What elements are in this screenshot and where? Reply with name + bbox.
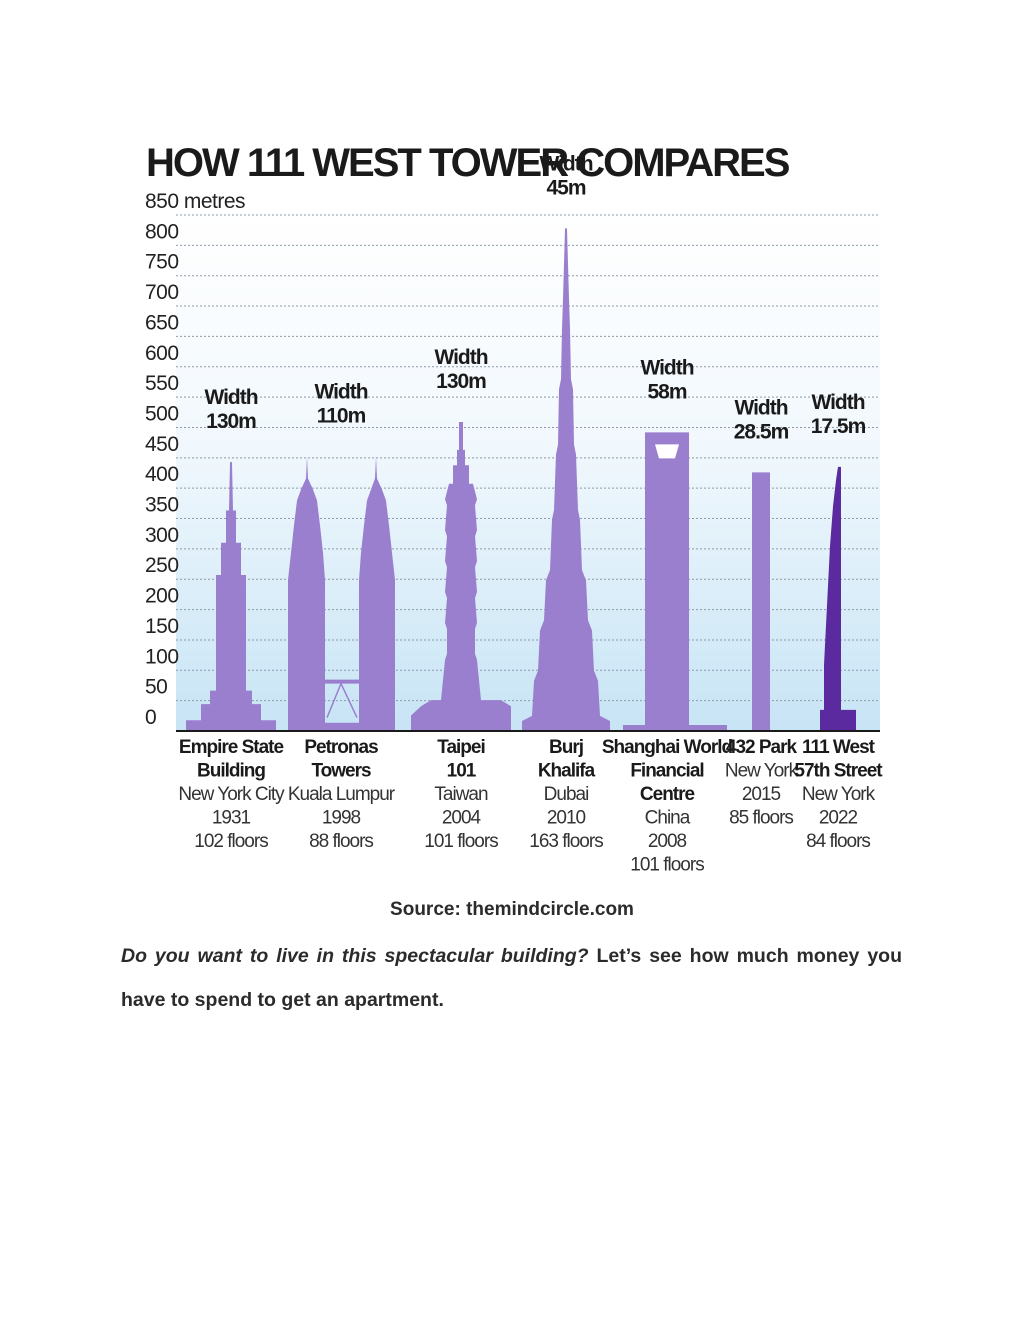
building-name: Centre — [640, 784, 695, 805]
building-info: 163 floors — [529, 831, 603, 852]
y-tick-label: 750 — [145, 251, 179, 274]
y-tick-label: 200 — [145, 585, 179, 608]
building-name: Towers — [311, 761, 371, 782]
y-tick-label: 850 metres — [145, 190, 245, 213]
building-park432 — [752, 472, 770, 731]
y-tick-label: 500 — [145, 402, 179, 425]
plot-background — [176, 214, 880, 731]
building-info: Kuala Lumpur — [288, 784, 396, 805]
building-name: 432 Park — [726, 737, 798, 758]
building-west57 — [820, 466, 856, 731]
building-name: 101 — [447, 761, 477, 782]
building-info: 1998 — [322, 808, 361, 829]
building-info: 101 floors — [630, 855, 704, 876]
y-tick-label: 650 — [145, 311, 179, 334]
building-info: New York City — [178, 784, 285, 805]
building-info: 84 floors — [806, 831, 870, 852]
y-tick-label: 300 — [145, 524, 179, 547]
y-tick-label: 600 — [145, 342, 179, 365]
y-tick-label: 150 — [145, 615, 179, 638]
building-info: 2010 — [547, 808, 586, 829]
building-name: Empire State — [179, 737, 284, 758]
building-petronas — [288, 456, 395, 731]
building-info: 85 floors — [729, 808, 793, 829]
width-annotations: Width130mWidth110mWidth130mWidth45mWidth… — [204, 152, 866, 443]
building-info: 2022 — [819, 808, 858, 829]
building-name: 111 West — [802, 737, 876, 758]
y-tick-label: 400 — [145, 463, 179, 486]
width-label: 58m — [647, 380, 686, 403]
building-info: 101 floors — [424, 831, 498, 852]
y-tick-label: 800 — [145, 220, 179, 243]
width-label: Width — [314, 381, 367, 404]
width-label: Width — [434, 346, 487, 369]
building-name: Burj — [549, 737, 583, 758]
building-info: 102 floors — [194, 831, 268, 852]
skybridge-legs — [326, 681, 358, 718]
building-name: Financial — [630, 761, 703, 782]
building-info: China — [645, 808, 691, 829]
building-info: Dubai — [544, 784, 589, 805]
building-name: Building — [197, 761, 265, 782]
width-label: Width — [640, 356, 693, 379]
tower-aperture — [655, 444, 679, 459]
building-silhouettes — [186, 228, 856, 732]
building-name: Taipei — [437, 737, 485, 758]
building-name: Khalifa — [538, 761, 596, 782]
y-tick-label: 100 — [145, 645, 179, 668]
tower-comparison-chart: HOW 111 WEST TOWER COMPARES 0 50 100 150 200… — [145, 141, 884, 876]
body-paragraph: Do you want to live in this spectacular … — [121, 934, 902, 1022]
width-label: Width — [734, 396, 787, 419]
building-info: 1931 — [212, 808, 251, 829]
y-tick-label: 350 — [145, 494, 179, 517]
width-label: 45m — [546, 176, 585, 199]
y-tick-label: 550 — [145, 372, 179, 395]
y-tick-label: 450 — [145, 433, 179, 456]
building-info: New York — [802, 784, 876, 805]
building-name: 57th Street — [794, 761, 883, 782]
building-info: 2004 — [442, 808, 482, 829]
y-tick-label: 250 — [145, 554, 179, 577]
building-info: 2015 — [742, 784, 781, 805]
building-shanghai — [623, 432, 727, 731]
building-name: Petronas — [304, 737, 378, 758]
width-label: 28.5m — [734, 420, 789, 443]
width-label: Width — [539, 152, 592, 175]
building-burj — [522, 228, 610, 732]
building-info: Taiwan — [434, 784, 488, 805]
width-label: 110m — [317, 405, 366, 428]
building-info: 2008 — [648, 831, 687, 852]
y-axis-ticks: 0 50 100 150 200 250 300 350 400 450 500 550 600 650 7… — [145, 190, 246, 729]
chart-title: HOW 111 WEST TOWER COMPARES — [146, 141, 790, 185]
paragraph-question: Do you want to live in this spectacular … — [121, 945, 589, 967]
source-credit: Source: themindcircle.com — [390, 899, 634, 920]
width-label: Width — [204, 386, 257, 409]
y-tick-label: 0 — [145, 706, 156, 729]
paragraph-text: Let’s see how much money you have to spe… — [121, 945, 902, 1011]
building-info: 88 floors — [309, 831, 373, 852]
width-label: 130m — [436, 370, 486, 393]
building-empire — [186, 462, 276, 731]
width-label: 130m — [206, 410, 256, 433]
building-name: Shanghai World — [602, 737, 733, 758]
width-label: Width — [811, 391, 864, 414]
y-tick-label: 700 — [145, 281, 179, 304]
y-tick-label: 50 — [145, 676, 167, 699]
building-taipei — [411, 422, 511, 731]
building-info: New York — [725, 761, 799, 782]
width-label: 17.5m — [811, 415, 866, 438]
